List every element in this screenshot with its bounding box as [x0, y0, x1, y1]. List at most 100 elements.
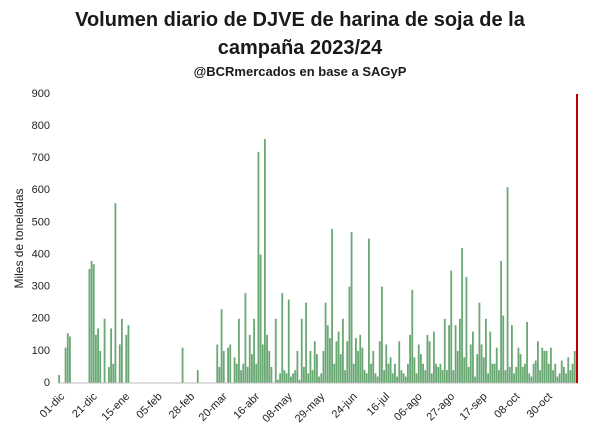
bar: [454, 325, 457, 383]
x-tick-label: 20-mar: [197, 390, 230, 423]
bar: [361, 347, 364, 383]
x-tick-label: 27-ago: [425, 391, 458, 424]
bar: [125, 334, 128, 383]
x-tick-label: 08-oct: [492, 391, 522, 421]
bar: [127, 325, 130, 383]
bar: [88, 269, 91, 383]
bar: [404, 376, 407, 383]
bar: [491, 363, 494, 383]
bar: [467, 366, 470, 383]
bar: [248, 334, 251, 383]
bar: [296, 350, 299, 383]
bar: [355, 338, 357, 383]
bar: [381, 286, 383, 383]
bar: [313, 341, 316, 383]
bar: [266, 334, 268, 383]
bar: [402, 373, 405, 383]
bar: [524, 363, 526, 383]
bar: [485, 318, 487, 383]
bar: [242, 363, 245, 383]
bar: [196, 370, 199, 383]
x-tick-label: 30-oct: [525, 391, 555, 421]
bar: [283, 370, 286, 383]
bar: [108, 366, 110, 383]
bar: [461, 248, 463, 383]
bar: [227, 347, 229, 383]
bar: [547, 363, 550, 383]
bar: [244, 293, 247, 383]
bar: [556, 376, 559, 383]
bar: [409, 334, 411, 383]
bar: [229, 344, 232, 383]
bar: [240, 370, 242, 383]
bar: [268, 350, 271, 383]
bar: [545, 350, 548, 383]
bar: [309, 350, 312, 383]
bar: [307, 373, 310, 383]
bar: [422, 363, 424, 383]
bar: [318, 376, 320, 383]
bar: [398, 341, 401, 383]
bar: [305, 302, 307, 383]
chart-title: Volumen diario de DJVE de harina de soja…: [75, 9, 525, 59]
bar: [294, 370, 297, 383]
bar: [121, 318, 123, 383]
bar: [474, 376, 476, 383]
bar: [487, 373, 489, 383]
y-tick-label: 600: [32, 184, 50, 196]
bar: [326, 325, 329, 383]
bar: [270, 366, 273, 383]
bar: [316, 354, 318, 383]
bar: [335, 341, 338, 383]
bar: [521, 366, 524, 383]
bar: [452, 370, 455, 383]
bar: [58, 374, 60, 383]
bar: [532, 363, 535, 383]
bar: [292, 373, 294, 383]
bar: [233, 357, 236, 383]
bar: [489, 331, 492, 383]
bar: [482, 357, 485, 383]
bar: [385, 344, 388, 383]
bar: [290, 376, 292, 383]
bar: [64, 347, 67, 383]
bar: [573, 350, 576, 383]
bar: [472, 331, 474, 383]
bar: [235, 363, 238, 383]
bar: [352, 363, 355, 383]
bar: [478, 302, 481, 383]
bar: [515, 366, 518, 383]
bar: [222, 350, 225, 383]
bar: [331, 228, 333, 383]
bar: [513, 373, 515, 383]
bar: [95, 334, 97, 383]
bar: [344, 370, 346, 383]
y-tick-label: 500: [32, 216, 50, 228]
x-tick-label: 15-ene: [100, 391, 133, 424]
bar: [500, 260, 502, 383]
bar: [389, 357, 392, 383]
bar: [391, 373, 394, 383]
x-tick-label: 16-abr: [231, 390, 262, 421]
bar: [365, 373, 368, 383]
bar: [413, 357, 416, 383]
y-tick-label: 200: [32, 313, 50, 325]
bar: [264, 138, 266, 383]
bar: [298, 379, 301, 383]
bar: [370, 363, 372, 383]
bar: [300, 318, 303, 383]
bar: [253, 318, 255, 383]
bar: [446, 370, 448, 383]
bar: [394, 363, 396, 383]
y-tick-label: 100: [32, 345, 50, 357]
bar: [99, 350, 102, 383]
bar: [469, 344, 472, 383]
x-tick-label: 05-feb: [134, 391, 165, 422]
bar: [543, 350, 546, 383]
bar: [372, 350, 375, 383]
y-tick-label: 400: [32, 248, 50, 260]
bar: [287, 299, 290, 383]
bar: [443, 318, 446, 383]
bar: [417, 344, 420, 383]
bar: [114, 203, 117, 383]
